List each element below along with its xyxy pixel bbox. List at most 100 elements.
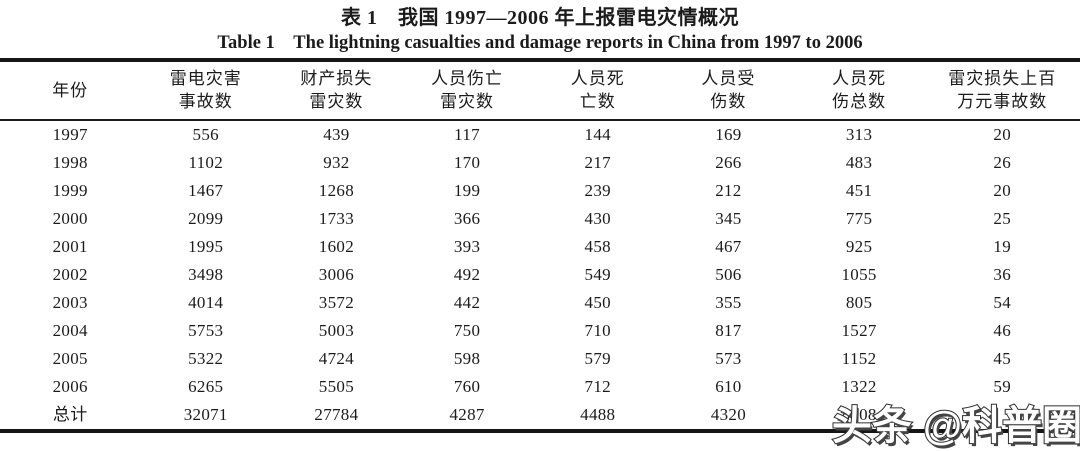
table-cell: 8808 xyxy=(841,405,877,424)
table-cell: 5505 xyxy=(318,377,354,396)
table-cell: 598 xyxy=(453,349,481,368)
table-cell: 1152 xyxy=(841,349,877,368)
table-cell: 239 xyxy=(584,181,611,200)
table-cell: 199 xyxy=(453,181,481,200)
table-cell: 117 xyxy=(454,125,480,144)
table-cell: 27784 xyxy=(314,405,359,424)
table-row: 2005 5322 4724 598 579 573 1152 45 xyxy=(0,345,1080,373)
table-cell: 393 xyxy=(453,237,481,256)
table-cell: 1467 xyxy=(188,181,224,200)
table-cell: 805 xyxy=(845,293,873,312)
table-cell: 932 xyxy=(323,153,350,172)
table-cell: 467 xyxy=(715,237,742,256)
table-cell: 1995 xyxy=(188,237,224,256)
table-cell: 45 xyxy=(993,349,1012,368)
table-cell: 710 xyxy=(584,321,611,340)
table-cell: 2000 xyxy=(52,209,88,228)
table-cell: 总计 xyxy=(52,405,88,424)
table-row: 2004 5753 5003 750 710 817 1527 46 xyxy=(0,317,1080,345)
column-header-0: 年份 xyxy=(0,60,141,121)
table-cell: 3498 xyxy=(188,265,224,284)
table-cell: 54 xyxy=(993,293,1012,312)
column-header-6: 人员死 伤总数 xyxy=(793,60,925,121)
table-cell: 20 xyxy=(993,125,1012,144)
table-cell: 46 xyxy=(993,321,1012,340)
table-cell: 4287 xyxy=(449,405,485,424)
table-cell: 266 xyxy=(715,153,742,172)
table-cell: 1733 xyxy=(318,209,354,228)
table-cell: 483 xyxy=(845,153,873,172)
table-cell: 144 xyxy=(584,125,611,144)
table-cell: 556 xyxy=(192,125,219,144)
table-cell: 3572 xyxy=(318,293,354,312)
table-cell: 4724 xyxy=(318,349,354,368)
table-cell: 750 xyxy=(453,321,481,340)
table-cell: 817 xyxy=(715,321,742,340)
table-cell: 2099 xyxy=(188,209,224,228)
table-cell: 1602 xyxy=(318,237,354,256)
table-cell: 3006 xyxy=(318,265,354,284)
table-cell: 26 xyxy=(993,153,1012,172)
lightning-statistics-table: 年份 雷电灾害 事故数 财产损失 雷灾数 人员伤亡 雷灾数 人员死 亡数 人员受 伤数 人员死 伤总数雷… xyxy=(0,58,1080,433)
table-cell: 450 xyxy=(584,293,611,312)
table-row: 总计 32071 27784 4287 4488 4320 8808 xyxy=(0,401,1080,431)
column-header-4: 人员死 亡数 xyxy=(532,60,664,121)
column-header-3: 人员伤亡 雷灾数 xyxy=(401,60,533,121)
table-cell: 212 xyxy=(715,181,742,200)
table-cell: 313 xyxy=(845,125,873,144)
table-cell: 573 xyxy=(715,349,742,368)
table-body: 1997 556 439 117 144 169 313 20 1998 1102 932 170 21… xyxy=(0,120,1080,431)
table-cell: 2001 xyxy=(52,237,88,256)
table-cell: 1999 xyxy=(52,181,88,200)
table-row: 2002 3498 3006 492 549 506 1055 36 xyxy=(0,261,1080,289)
table-cell: 760 xyxy=(453,377,481,396)
table-row: 1997 556 439 117 144 169 313 20 xyxy=(0,120,1080,149)
table-cell: 20 xyxy=(993,181,1012,200)
column-header-2: 财产损失 雷灾数 xyxy=(271,60,402,121)
table-cell: 4014 xyxy=(188,293,224,312)
table-cell: 2004 xyxy=(52,321,88,340)
table-cell: 549 xyxy=(584,265,611,284)
table-cell: 442 xyxy=(453,293,481,312)
table-row: 2001 1995 1602 393 458 467 925 19 xyxy=(0,233,1080,261)
table-cell: 430 xyxy=(584,209,611,228)
table-title-chinese: 表 1 我国 1997—2006 年上报雷电灾情概况 xyxy=(341,7,739,29)
table-cell: 32071 xyxy=(183,405,228,424)
column-header-1: 雷电灾害 事故数 xyxy=(140,60,272,121)
table-row: 2006 6265 5505 760 712 610 1322 59 xyxy=(0,373,1080,401)
table-cell: 19 xyxy=(993,237,1012,256)
table-cell: 1102 xyxy=(188,153,224,172)
table-cell: 1055 xyxy=(841,265,877,284)
table-cell: 712 xyxy=(584,377,611,396)
table-cell: 925 xyxy=(845,237,873,256)
table-cell: 775 xyxy=(845,209,873,228)
table-header-row: 年份 雷电灾害 事故数 财产损失 雷灾数 人员伤亡 雷灾数 人员死 亡数 人员受 伤数 人员死 伤总数雷… xyxy=(0,60,1080,121)
table-cell: 5322 xyxy=(188,349,224,368)
table-cell: 36 xyxy=(993,265,1012,284)
table-header: 年份 雷电灾害 事故数 财产损失 雷灾数 人员伤亡 雷灾数 人员死 亡数 人员受 伤数 人员死 伤总数雷… xyxy=(0,60,1080,121)
table-row: 2003 4014 3572 442 450 355 805 54 xyxy=(0,289,1080,317)
table-cell: 5003 xyxy=(318,321,354,340)
table-cell: 610 xyxy=(715,377,742,396)
table-cell: 1997 xyxy=(52,125,88,144)
table-row: 2000 2099 1733 366 430 345 775 25 xyxy=(0,205,1080,233)
table-cell: 2006 xyxy=(52,377,88,396)
table-cell: 492 xyxy=(453,265,481,284)
table-cell: 506 xyxy=(715,265,742,284)
toutiao-watermark: 头条 @科普圈 xyxy=(831,403,1080,449)
table-cell: 2002 xyxy=(52,265,88,284)
table-cell: 1268 xyxy=(318,181,354,200)
table-cell: 451 xyxy=(845,181,873,200)
table-cell: 170 xyxy=(453,153,481,172)
table-cell: 217 xyxy=(584,153,611,172)
table-cell: 169 xyxy=(715,125,742,144)
table-cell: 458 xyxy=(584,237,611,256)
column-header-5: 人员受 伤数 xyxy=(663,60,794,121)
table-row: 1998 1102 932 170 217 266 483 26 xyxy=(0,149,1080,177)
table-cell: 1998 xyxy=(52,153,88,172)
table-cell: 579 xyxy=(584,349,611,368)
table-cell: 59 xyxy=(993,377,1012,396)
column-header-7: 雷灾损失上百 万元事故数 xyxy=(924,60,1080,121)
table-cell: 6265 xyxy=(188,377,224,396)
